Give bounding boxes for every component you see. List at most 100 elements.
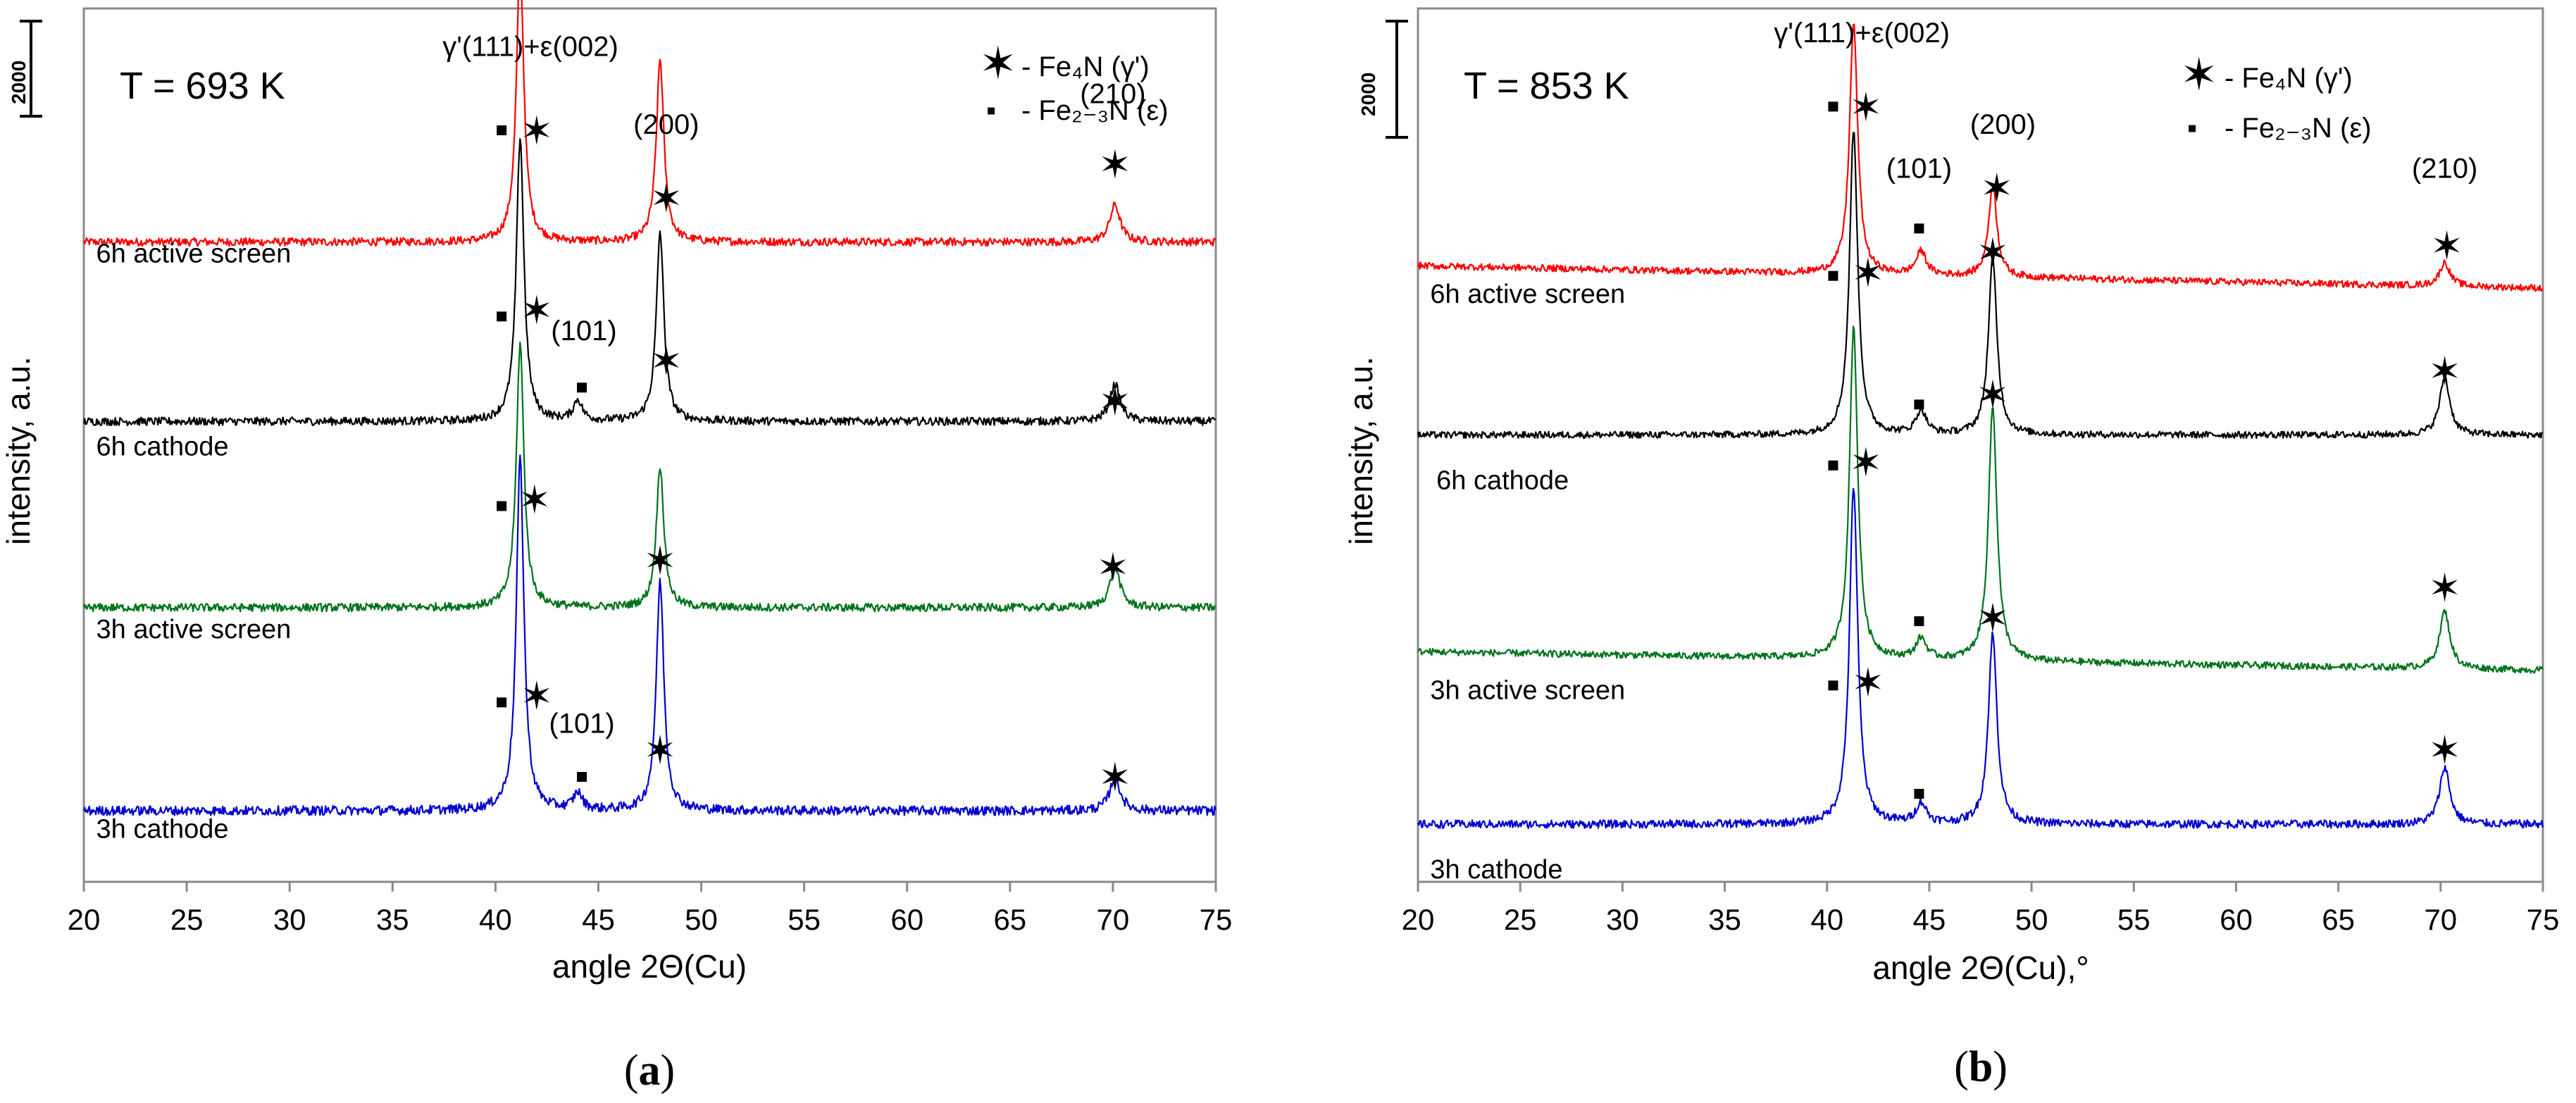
gamma-star-marker: ✶ [1976, 230, 2009, 275]
panel-a-legend: ✶ - Fe₄N (γ') ▪ - Fe₂₋₃N (ε) [979, 38, 1169, 126]
sample-label-6h-cathode: 6h cathode [97, 432, 229, 461]
panel-b-x-axis-title: angle 2Θ(Cu),° [1872, 949, 2089, 986]
epsilon-square-marker [1914, 223, 1924, 234]
x-tick-label-60: 60 [2220, 903, 2253, 936]
x-tick-label-40: 40 [479, 903, 512, 936]
sample-label-3h-cathode: 3h cathode [97, 815, 229, 845]
panel-b-temperature: T = 853 K [1464, 65, 1629, 107]
series-line-6h-active-screen [1417, 23, 2544, 292]
gamma-star-marker: ✶ [2428, 728, 2461, 773]
legend-star-icon: ✶ [2180, 49, 2218, 100]
hkl-annotation: (101) [1886, 153, 1952, 184]
panel-a-x-tick-labels: 20 25 30 35 40 45 50 55 60 65 70 75 [68, 903, 1233, 936]
legend-star-icon: ✶ [979, 38, 1017, 89]
legend-fe23n-label: - Fe₂₋₃N (ε) [1021, 95, 1169, 126]
panel-b-series-group [1417, 23, 2544, 830]
epsilon-square-marker [1828, 680, 1838, 691]
x-tick-label-45: 45 [582, 903, 615, 936]
x-tick-label-70: 70 [1097, 903, 1130, 936]
gamma-star-marker: ✶ [1098, 380, 1131, 424]
legend-square-icon: ▪ [986, 95, 996, 126]
x-tick-label-20: 20 [68, 903, 101, 936]
hkl-annotation: (210) [1080, 79, 1145, 110]
panel-a-y-axis-title: intensity, a.u. [0, 356, 37, 545]
hkl-annotation: (101) [551, 316, 616, 347]
panel-b-scale-bar-label: 2000 [1357, 73, 1379, 116]
gamma-star-marker: ✶ [1098, 755, 1131, 799]
panel-a-sample-labels: 6h active screen 6h cathode 3h active scre… [97, 239, 292, 844]
panel-b-hkl-annotations: γ'(111)+ε(002) (101) (200) (210) [1774, 18, 2477, 184]
x-tick-label-35: 35 [1708, 903, 1741, 936]
hkl-annotation: (210) [2412, 153, 2477, 184]
x-tick-label-75: 75 [2527, 903, 2560, 936]
panel-a-plot-area [82, 7, 1217, 883]
epsilon-square-marker [1828, 460, 1838, 471]
gamma-star-marker: ✶ [520, 288, 553, 332]
panel-b-legend: ✶ - Fe₄N (γ') ▪ - Fe₂₋₃N (ε) [2180, 49, 2372, 144]
x-tick-label-50: 50 [2015, 903, 2048, 936]
panel-b-plot-area [1417, 7, 2544, 883]
gamma-star-marker: ✶ [1976, 596, 2009, 640]
gamma-star-marker: ✶ [644, 538, 677, 582]
x-tick-label-55: 55 [788, 903, 821, 936]
epsilon-square-marker [577, 772, 587, 783]
legend-fe4n-label: - Fe₄N (γ') [1021, 51, 1150, 82]
panel-a-temperature: T = 693 K [120, 65, 285, 107]
hkl-annotation: (200) [1970, 109, 2036, 140]
epsilon-square-marker [1914, 616, 1924, 626]
panel-a: 20 25 30 35 40 45 50 55 60 65 70 75 ✶ ✶ ✶ ✶ ✶ ✶ ✶ ✶ ✶ ✶ ✶ ✶ γ'… [0, 0, 1232, 1095]
series-line-3h-active-screen [82, 341, 1217, 613]
x-tick-label-35: 35 [376, 903, 409, 936]
gamma-star-marker: ✶ [1980, 166, 2013, 211]
x-tick-label-50: 50 [685, 903, 718, 936]
series-line-6h-active-screen [82, 0, 1217, 247]
epsilon-square-marker [497, 311, 507, 322]
gamma-star-marker: ✶ [1851, 660, 1884, 704]
epsilon-square-marker [497, 125, 507, 136]
sample-label-6h-active-screen: 6h active screen [1430, 280, 1625, 309]
panel-b-scale-bar: 2000 [1357, 20, 1408, 139]
panel-b-y-axis-title: intensity, a.u. [1343, 356, 1379, 545]
series-line-3h-cathode [82, 454, 1217, 816]
gamma-star-marker: ✶ [2428, 349, 2461, 393]
x-tick-label-45: 45 [1913, 903, 1946, 936]
gamma-star-marker: ✶ [520, 108, 553, 153]
gamma-star-marker: ✶ [649, 339, 683, 383]
sample-label-6h-active-screen: 6h active screen [97, 239, 292, 268]
x-tick-label-30: 30 [273, 903, 306, 936]
panel-a-scale-bar-label: 2000 [8, 61, 30, 104]
gamma-star-marker: ✶ [1096, 545, 1129, 590]
gamma-star-marker: ✶ [1098, 142, 1131, 187]
panel-a-series-group [82, 0, 1217, 816]
gamma-star-marker: ✶ [2428, 566, 2461, 610]
epsilon-square-marker [1914, 789, 1924, 799]
legend-fe4n-label: - Fe₄N (γ') [2225, 63, 2353, 94]
gamma-star-marker: ✶ [2430, 223, 2463, 268]
epsilon-square-marker [497, 501, 507, 511]
x-tick-label-55: 55 [2117, 903, 2151, 936]
epsilon-square-marker [497, 697, 507, 708]
gamma-star-marker: ✶ [1849, 440, 1882, 485]
sample-label-6h-cathode: 6h cathode [1436, 466, 1569, 495]
panel-a-x-axis-title: angle 2Θ(Cu) [552, 948, 747, 985]
gamma-star-marker: ✶ [1851, 251, 1884, 295]
x-tick-label-20: 20 [1402, 903, 1435, 936]
legend-square-icon: ▪ [2187, 113, 2197, 144]
x-tick-label-70: 70 [2424, 903, 2457, 936]
panel-b-x-ticks [1417, 882, 2544, 892]
hkl-annotation: (200) [633, 109, 699, 140]
sample-label-3h-active-screen: 3h active screen [97, 615, 292, 644]
sample-label-3h-cathode: 3h cathode [1430, 855, 1562, 885]
gamma-star-marker: ✶ [644, 728, 677, 773]
x-tick-label-40: 40 [1810, 903, 1843, 936]
x-tick-label-75: 75 [1200, 903, 1233, 936]
panel-b-x-tick-labels: 20 25 30 35 40 45 50 55 60 65 70 75 [1402, 903, 2560, 936]
gamma-star-marker: ✶ [1976, 373, 2009, 417]
sample-label-3h-active-screen: 3h active screen [1430, 675, 1625, 705]
panel-b-sample-labels: 6h active screen 6h cathode 3h active scre… [1430, 280, 1625, 885]
epsilon-square-marker [1828, 101, 1838, 112]
panel-b-label: (b) [1954, 1043, 2008, 1091]
gamma-star-marker: ✶ [649, 176, 683, 220]
gamma-star-marker: ✶ [518, 478, 551, 522]
